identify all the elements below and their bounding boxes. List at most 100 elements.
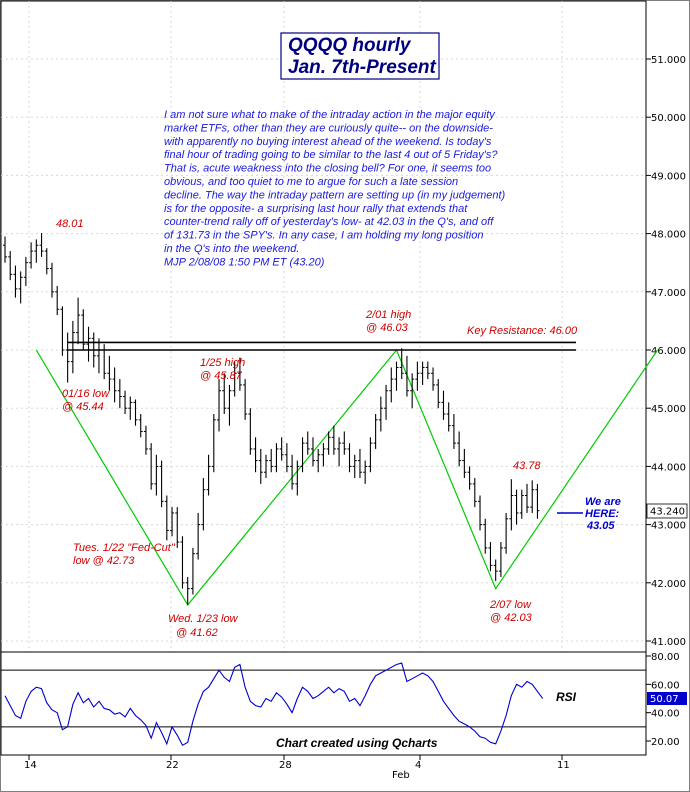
price-bar <box>363 460 368 484</box>
price-bar <box>70 320 75 374</box>
price-bar <box>525 483 529 513</box>
price-bar <box>107 355 112 391</box>
title-line-2: Jan. 7th-Present <box>288 57 436 78</box>
price-bar <box>258 448 263 484</box>
price-bar <box>498 542 503 577</box>
price-bar <box>154 454 159 496</box>
rsi-last-box <box>647 692 687 705</box>
commentary-line: with apparently no buying interest ahead… <box>164 136 492 148</box>
price-bar <box>170 507 175 537</box>
annotation-fed-cut-low: Tues. 1/22 "Fed-Cut" low @ 42.73 <box>73 542 176 567</box>
price-plot-area <box>0 0 647 653</box>
price-bar <box>269 448 274 473</box>
price-y-tick-label: 46.000 <box>651 346 686 357</box>
price-bars <box>3 233 540 605</box>
rsi-y-tick-label: 60.00 <box>651 680 680 691</box>
price-bar <box>180 536 185 589</box>
commentary-line: counter-trend rally off of yesterday's l… <box>164 216 494 228</box>
x-axis-tick-label: 28 <box>279 760 292 771</box>
annotation-48-01-high: 48.01 <box>56 218 84 230</box>
price-bar <box>284 443 289 473</box>
price-bar <box>196 512 201 560</box>
x-axis-tick-label: 11 <box>557 760 570 771</box>
price-bar <box>431 367 436 391</box>
price-bar <box>295 460 300 496</box>
price-bar <box>415 361 420 391</box>
price-bar <box>243 379 248 420</box>
price-bar <box>149 443 154 490</box>
price-bar <box>316 448 321 473</box>
rsi-y-tick-label: 20.00 <box>651 737 680 748</box>
annotation-01-16-low: 01/16 low @ 45.44 <box>62 388 110 413</box>
price-bar <box>201 478 206 531</box>
price-bar <box>347 443 352 473</box>
price-y-tick-label: 50.000 <box>651 113 686 124</box>
price-bar <box>81 309 86 350</box>
price-bar <box>39 233 44 257</box>
price-gridlines <box>1 1 646 652</box>
price-bar <box>264 454 268 479</box>
price-y-tick-label: 45.000 <box>651 404 686 415</box>
price-bar <box>138 414 143 438</box>
title-line-1: QQQQ hourly <box>288 35 412 56</box>
price-bar <box>504 512 509 554</box>
commentary-line: obvious, and too quiet to me to argue fo… <box>164 176 458 188</box>
rsi-pane: 80.00 60.00 40.00 20.00 RSI 50.07 Chart cre… <box>0 651 687 756</box>
price-bar <box>488 542 493 572</box>
x-axis-month-label: Feb <box>392 770 410 781</box>
x-axis: 14 22 28 4 11 Feb <box>1 754 646 781</box>
price-bar <box>342 431 347 455</box>
x-axis-tick-label: 4 <box>415 760 421 771</box>
price-bar <box>237 357 242 391</box>
commentary-line: MJP 2/08/08 1:50 PM ET (43.20) <box>164 256 325 268</box>
price-bar <box>190 547 195 595</box>
title-box <box>280 32 440 80</box>
price-bar <box>29 242 34 269</box>
price-bar <box>352 454 357 479</box>
x-axis-tick-label: 14 <box>24 760 37 771</box>
annotation-43-78-high: 43.78 <box>513 460 541 472</box>
price-bar <box>279 437 284 461</box>
price-bar <box>23 256 28 286</box>
price-bar <box>519 489 524 519</box>
price-bar <box>8 251 13 281</box>
price-y-tick-label: 47.000 <box>651 288 686 299</box>
price-bar <box>159 460 164 508</box>
price-bar <box>253 437 258 473</box>
price-bar <box>331 425 336 455</box>
price-bar <box>34 239 39 263</box>
price-pane: 41.000 42.000 43.000 44.000 45.000 46.000 47.0… <box>0 0 688 653</box>
price-bar <box>457 431 462 467</box>
price-bar <box>3 236 7 263</box>
commentary-line: final hour of trading going to be simila… <box>164 149 498 161</box>
price-bar <box>164 495 169 541</box>
price-bar <box>472 478 477 508</box>
commentary-line: in the Q's into the weekend. <box>164 243 299 255</box>
price-y-tick-label: 48.000 <box>651 230 686 241</box>
price-y-tick-label: 43.000 <box>651 521 686 532</box>
rsi-y-axis: 80.00 60.00 40.00 20.00 <box>646 652 680 748</box>
annotation-2-07-low: 2/07 low @ 42.03 <box>489 599 533 624</box>
price-bar <box>76 297 81 345</box>
rsi-y-tick-label: 40.00 <box>651 709 680 720</box>
price-bar <box>384 384 389 420</box>
price-bar <box>128 396 133 420</box>
price-bar <box>305 431 310 455</box>
price-bar <box>446 402 451 432</box>
price-bar <box>530 480 535 513</box>
price-bar <box>357 448 362 479</box>
price-bar <box>227 384 232 426</box>
price-bar <box>133 399 138 426</box>
price-bar <box>509 479 514 531</box>
rsi-y-tick-label: 80.00 <box>651 652 680 663</box>
chart-credit: Chart created using Qcharts <box>276 736 438 750</box>
price-bar <box>206 454 211 496</box>
x-axis-ticks: 14 22 28 4 11 <box>24 755 570 771</box>
price-bar <box>143 425 148 455</box>
commentary-line: That is, acute weakness into the closing… <box>164 163 491 175</box>
price-bar <box>274 443 279 473</box>
price-bar <box>13 265 18 298</box>
price-bar <box>91 332 96 368</box>
chart-annotations: 48.01 01/16 low @ 45.44 1/25 high @ 45.87 … <box>56 218 621 639</box>
rsi-reference-lines <box>1 669 646 728</box>
